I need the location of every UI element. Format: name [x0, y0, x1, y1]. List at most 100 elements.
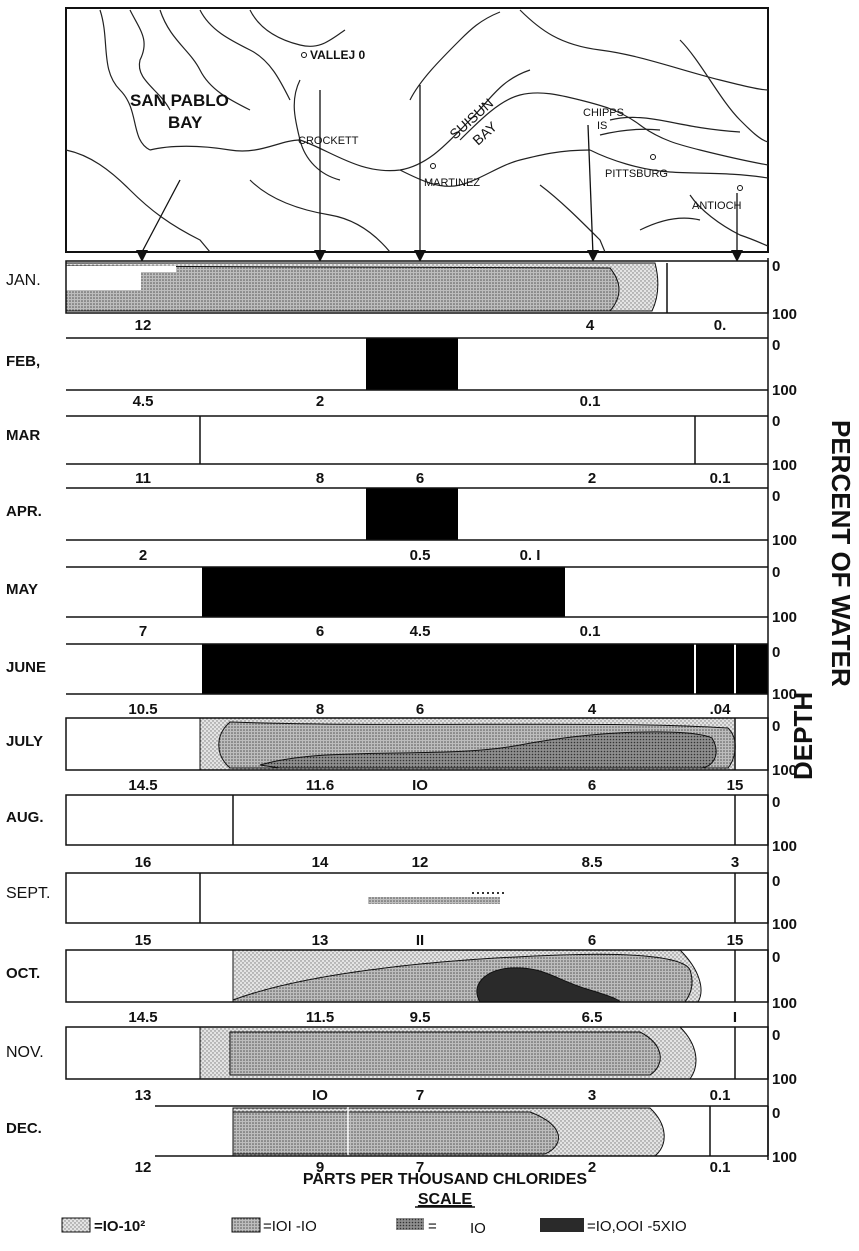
- chloride-value-july-3: 6: [588, 777, 596, 794]
- chloride-value-apr-2: 0. I: [520, 547, 541, 564]
- legend-swatch-1: [61, 1217, 91, 1233]
- may-dark-block: [202, 567, 565, 617]
- depth-bottom-july: 100: [772, 762, 797, 779]
- chloride-value-apr-0: 2: [139, 547, 147, 564]
- month-label-aug: AUG.: [6, 809, 44, 826]
- chloride-value-june-1: 8: [316, 701, 324, 718]
- legend-swatch-4: [540, 1218, 584, 1232]
- feb-dark-block: [366, 338, 458, 390]
- chloride-value-dec-3: 2: [588, 1159, 596, 1176]
- panel-aug: [65, 794, 769, 846]
- chloride-value-july-4: 15: [727, 777, 744, 794]
- antioch-marker: [737, 185, 743, 191]
- label-vallejo: VALLEJ 0: [310, 48, 365, 62]
- depth-bottom-jan: 100: [772, 306, 797, 323]
- month-label-mar: MAR: [6, 427, 40, 444]
- chloride-value-jan-0: 12: [135, 317, 152, 334]
- chloride-value-oct-0: 14.5: [128, 1009, 157, 1026]
- month-label-july: JULY: [6, 733, 43, 750]
- chloride-value-oct-2: 9.5: [410, 1009, 431, 1026]
- chloride-value-sept-0: 15: [135, 932, 152, 949]
- month-label-apr: APR.: [6, 503, 42, 520]
- chloride-value-oct-1: 11.5: [306, 1009, 334, 1026]
- depth-bottom-sept: 100: [772, 916, 797, 933]
- depth-top-mar: 0: [772, 413, 780, 430]
- depth-bottom-dec: 100: [772, 1149, 797, 1166]
- chloride-value-nov-1: IO: [312, 1087, 328, 1104]
- xaxis-title: PARTS PER THOUSAND CHLORIDES: [303, 1171, 587, 1188]
- month-label-nov: NOV.: [6, 1044, 44, 1061]
- shorelines: [65, 9, 769, 253]
- depth-top-jan: 0: [772, 258, 780, 275]
- month-label-sept: SEPT.: [6, 885, 50, 902]
- panel-sept: [65, 872, 769, 924]
- chloride-value-dec-2: 7: [416, 1159, 424, 1176]
- chloride-value-feb-0: 4.5: [133, 393, 154, 410]
- chloride-value-aug-3: 8.5: [582, 854, 603, 871]
- chloride-value-may-2: 4.5: [410, 623, 431, 640]
- chloride-value-nov-2: 7: [416, 1087, 424, 1104]
- label-san-pablo: SAN PABLO: [130, 91, 229, 110]
- chloride-value-feb-1: 2: [316, 393, 324, 410]
- chloride-value-jan-2: 0.: [714, 317, 727, 334]
- month-panels: [65, 260, 769, 1157]
- chloride-value-oct-3: 6.5: [582, 1009, 603, 1026]
- panel-mar: [66, 415, 768, 465]
- map-frame: [65, 7, 769, 253]
- chloride-value-may-0: 7: [139, 623, 147, 640]
- chloride-value-june-2: 6: [416, 701, 424, 718]
- jan-medium-zone: [65, 265, 620, 312]
- panel-apr: [66, 487, 768, 541]
- legend-label-1: =IO-10²: [94, 1218, 145, 1235]
- panel-nov: [65, 1026, 769, 1080]
- legend-swatch-2: [231, 1217, 261, 1233]
- depth-top-oct: 0: [772, 949, 780, 966]
- apr-dark-block: [366, 488, 458, 540]
- panel-dec: [155, 1105, 769, 1157]
- map-panel: SAN PABLO BAY VALLEJ 0 CROCKETT SUISUN B…: [65, 7, 769, 262]
- chloride-value-nov-0: 13: [135, 1087, 152, 1104]
- chloride-value-aug-0: 16: [135, 854, 152, 871]
- chloride-value-june-3: 4: [588, 701, 597, 718]
- scale-legend: =IO-10² =IOI -IO = IO =IO,OOI -5XIO: [61, 1217, 687, 1237]
- chloride-value-mar-3: 2: [588, 470, 596, 487]
- chloride-value-july-1: 11.6: [306, 777, 334, 794]
- panel-june: [66, 643, 768, 695]
- depth-top-may: 0: [772, 564, 780, 581]
- month-label-june: JUNE: [6, 659, 46, 676]
- july-heavy-zone: [259, 731, 717, 769]
- depth-top-apr: 0: [772, 488, 780, 505]
- station-pointers: [141, 85, 738, 256]
- depth-top-feb: 0: [772, 337, 780, 354]
- side-label-depth: DEPTH: [788, 692, 818, 780]
- station-arrowheads: [136, 250, 743, 262]
- depth-top-july: 0: [772, 718, 780, 735]
- pittsburg-marker: [650, 154, 656, 160]
- depth-top-dec: 0: [772, 1105, 780, 1122]
- dec-medium-zone: [232, 1111, 559, 1155]
- chloride-value-mar-2: 6: [416, 470, 424, 487]
- depth-top-june: 0: [772, 644, 780, 661]
- chloride-value-jan-1: 4: [586, 317, 595, 334]
- panel-feb: [66, 337, 768, 391]
- legend-label-3: =: [428, 1218, 437, 1235]
- martinez-marker: [430, 163, 436, 169]
- chloride-value-aug-1: 14: [312, 854, 329, 871]
- side-label-percent-of-water: PERCENT OF WATER: [826, 420, 856, 687]
- chloride-value-sept-1: 13: [312, 932, 329, 949]
- chloride-value-sept-2: II: [416, 932, 424, 949]
- label-san-pablo-bay: BAY: [168, 113, 203, 132]
- chloride-value-sept-3: 6: [588, 932, 596, 949]
- depth-bottom-mar: 100: [772, 457, 797, 474]
- panel-jan: [65, 260, 769, 314]
- chloride-value-dec-1: 9: [316, 1159, 324, 1176]
- depth-bottom-apr: 100: [772, 532, 797, 549]
- label-pittsburg: PITTSBURG: [605, 168, 668, 180]
- oct-dark-zone: [476, 967, 621, 1003]
- legend-label-2: =IOI -IO: [263, 1218, 317, 1235]
- legend-label-3b: IO: [470, 1220, 486, 1237]
- month-label-oct: OCT.: [6, 965, 40, 982]
- jan-gap: [66, 266, 176, 272]
- chloride-value-july-0: 14.5: [128, 777, 157, 794]
